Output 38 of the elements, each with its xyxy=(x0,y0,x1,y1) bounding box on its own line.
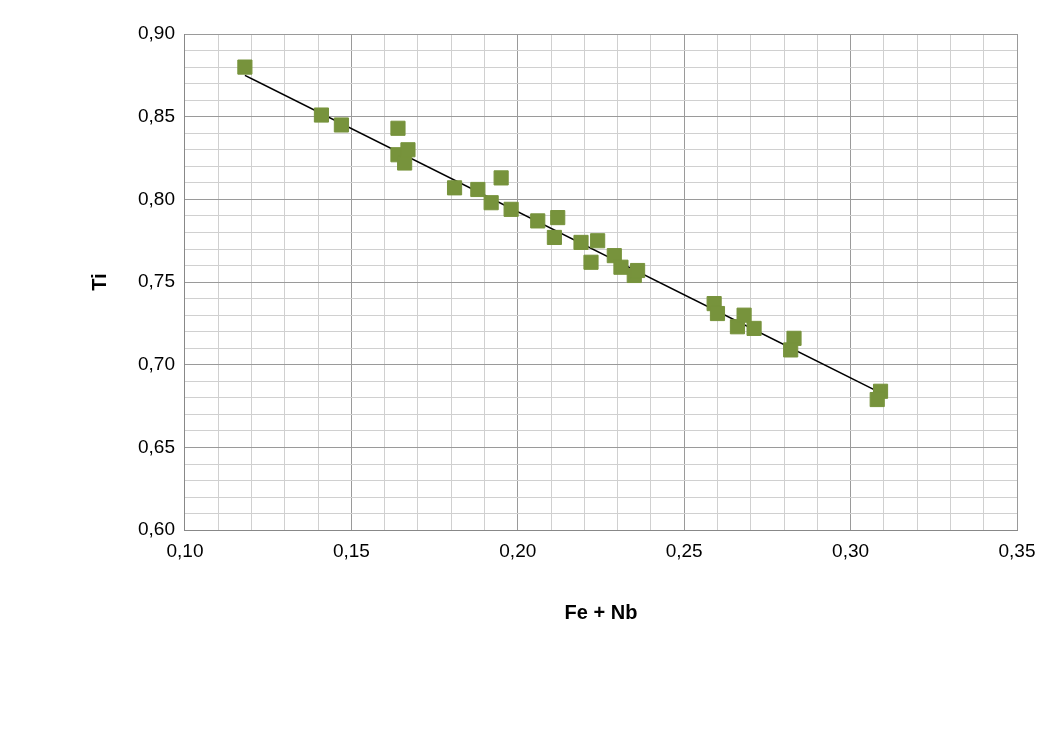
y-tick-label: 0,65 xyxy=(138,435,175,457)
point xyxy=(313,107,329,123)
point xyxy=(546,229,562,246)
point xyxy=(590,233,606,249)
y-tick-label: 0,90 xyxy=(138,22,175,44)
point xyxy=(333,117,349,133)
x-tick-label: 0,10 xyxy=(166,539,204,561)
point xyxy=(709,305,726,322)
x-tick-label: 0,15 xyxy=(332,539,370,561)
y-tick-label: 0,75 xyxy=(138,270,175,292)
x-tick-label: 0,25 xyxy=(665,539,703,561)
point xyxy=(583,254,599,270)
x-tick-label: 0,30 xyxy=(832,539,870,561)
point xyxy=(400,142,416,158)
y-axis-title: Ti xyxy=(87,273,110,291)
point xyxy=(390,120,406,136)
y-tick-label: 0,60 xyxy=(138,518,175,540)
y-tick-label: 0,80 xyxy=(138,187,175,209)
point xyxy=(783,342,799,358)
x-axis-title: Fe + Nb xyxy=(564,600,638,623)
point xyxy=(470,181,486,198)
point xyxy=(746,320,762,336)
point xyxy=(483,195,499,211)
point xyxy=(446,180,463,196)
point xyxy=(613,259,629,275)
point xyxy=(869,391,885,408)
point xyxy=(237,59,253,75)
point xyxy=(736,307,752,323)
point xyxy=(573,234,589,250)
point xyxy=(493,170,509,186)
x-tick-label: 0,35 xyxy=(998,539,1036,561)
x-tick-label: 0,20 xyxy=(499,539,537,561)
point xyxy=(630,262,646,279)
point xyxy=(550,210,566,226)
point xyxy=(503,201,519,217)
y-tick-label: 0,70 xyxy=(138,353,175,375)
point xyxy=(530,213,546,229)
y-tick-label: 0,85 xyxy=(138,104,175,126)
